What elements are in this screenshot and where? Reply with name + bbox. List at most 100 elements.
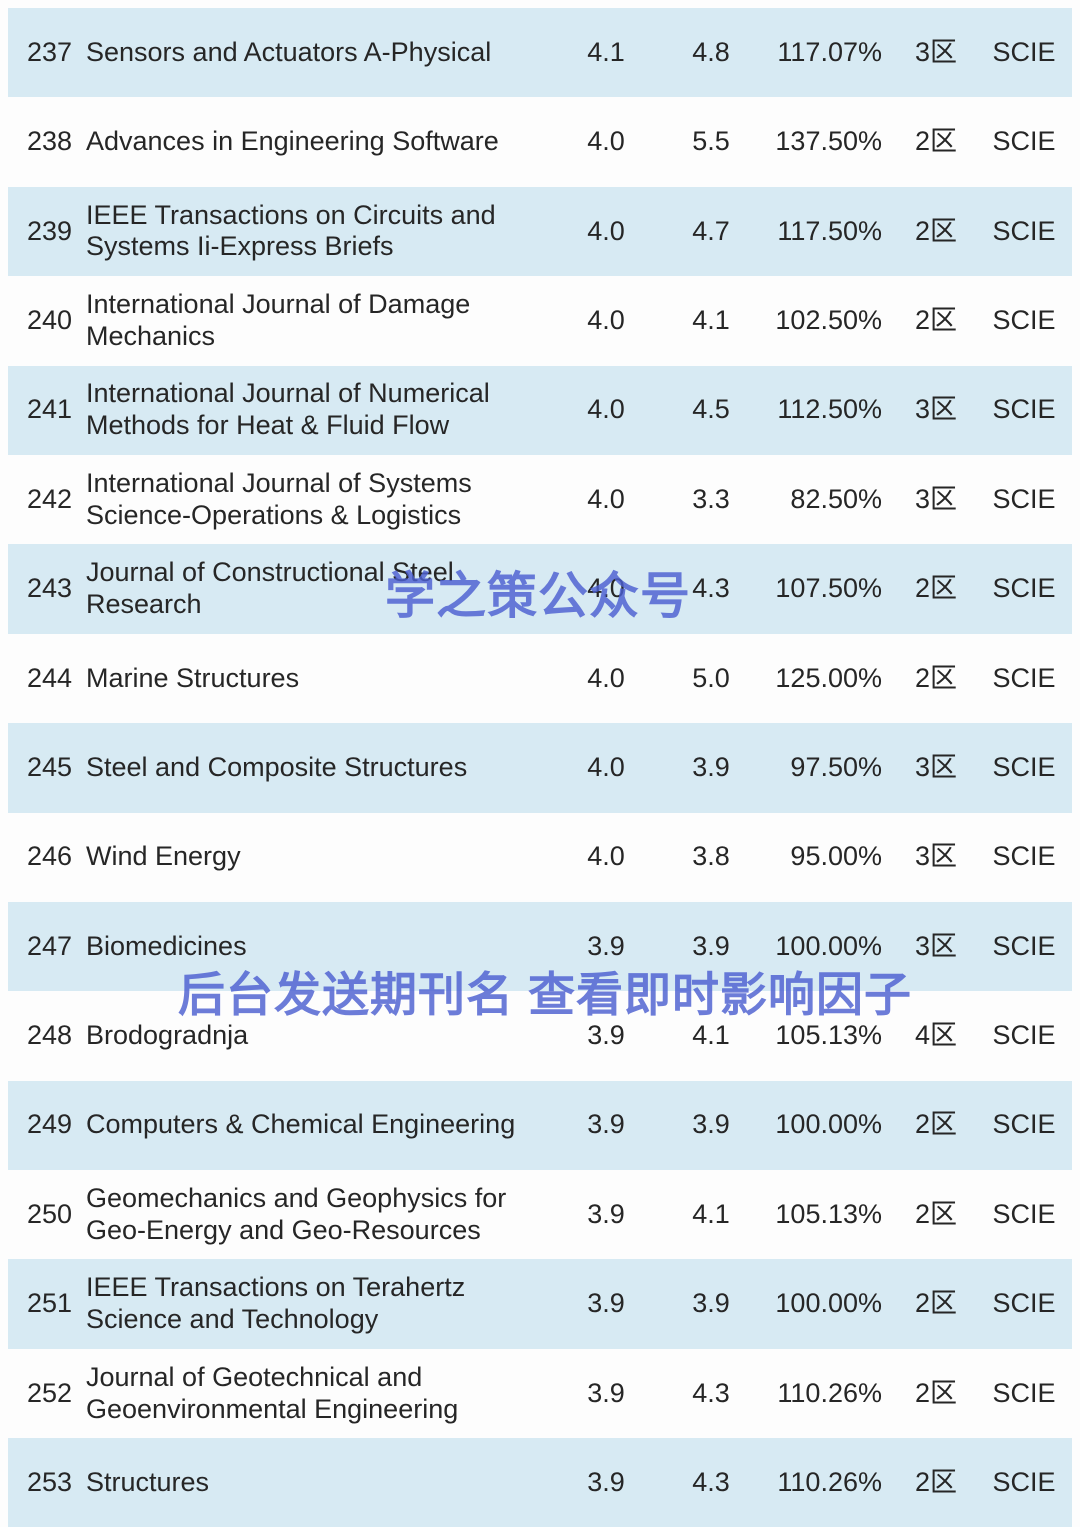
index-type-cell: SCIE: [976, 365, 1072, 455]
index-type-cell: SCIE: [992, 1198, 1056, 1229]
rank-cell: 251: [8, 1259, 86, 1349]
impact-factor-cell: 4.0: [587, 841, 625, 872]
cas-zone-cell: 3区: [896, 723, 976, 813]
journal-name-cell: Brodogradnja: [86, 1020, 249, 1051]
impact-factor-new-cell: 4.3: [656, 544, 766, 634]
impact-factor-new-cell: 4.5: [656, 365, 766, 455]
cas-zone-cell: 3区: [896, 8, 976, 98]
impact-factor-cell: 4.0: [556, 365, 656, 455]
journal-table-body: 237 Sensors and Actuators A-Physical 4.1…: [8, 8, 1072, 1527]
impact-factor-new-cell: 4.7: [656, 186, 766, 277]
impact-factor-cell: 3.9: [587, 1198, 625, 1229]
percent-change-cell: 100.00%: [766, 1080, 896, 1171]
impact-factor-new-cell: 5.5: [692, 126, 730, 157]
impact-factor-new-cell: 3.9: [656, 723, 766, 813]
percent-change-cell: 95.00%: [790, 841, 882, 872]
impact-factor-cell: 3.9: [556, 1259, 656, 1349]
rank-cell: 247: [8, 901, 86, 992]
table-row: 241 International Journal of Numerical M…: [8, 365, 1072, 455]
journal-name-cell: Geomechanics and Geophysics for Geo-Ener…: [86, 1182, 507, 1245]
journal-name-cell: IEEE Transactions on Circuits and System…: [86, 186, 556, 277]
percent-change-cell: 100.00%: [766, 1259, 896, 1349]
index-type-cell: SCIE: [976, 186, 1072, 277]
percent-change-cell: 110.26%: [766, 1438, 896, 1527]
index-type-cell: SCIE: [976, 1080, 1072, 1171]
index-type-cell: SCIE: [992, 1377, 1056, 1408]
rank-cell: 245: [8, 723, 86, 813]
rank-cell: 246: [27, 841, 73, 872]
percent-change-cell: 110.26%: [777, 1377, 882, 1408]
impact-factor-new-cell: 5.0: [692, 662, 730, 693]
rank-cell: 241: [8, 365, 86, 455]
percent-change-cell: 117.07%: [766, 8, 896, 98]
rank-cell: 252: [27, 1377, 73, 1408]
rank-cell: 240: [27, 304, 73, 335]
impact-factor-cell: 4.0: [587, 483, 625, 514]
table-row: 242 International Journal of Systems Sci…: [8, 455, 1072, 544]
journal-name-cell: Wind Energy: [86, 841, 241, 872]
impact-factor-cell: 3.9: [587, 1377, 625, 1408]
impact-factor-cell: 4.0: [587, 304, 625, 335]
rank-cell: 237: [8, 8, 86, 98]
journal-name-cell: Biomedicines: [86, 901, 556, 992]
cas-zone-cell: 3区: [914, 841, 958, 872]
percent-change-cell: 105.13%: [775, 1020, 882, 1051]
rank-cell: 248: [27, 1020, 73, 1051]
impact-factor-cell: 4.0: [556, 186, 656, 277]
percent-change-cell: 125.00%: [775, 662, 882, 693]
impact-factor-cell: 3.9: [556, 901, 656, 992]
cas-zone-cell: 2区: [896, 1438, 976, 1527]
table-row: 247 Biomedicines 3.9 3.9 100.00% 3区 SCIE: [8, 901, 1072, 992]
impact-factor-new-cell: 4.1: [692, 1020, 730, 1051]
impact-factor-new-cell: 4.8: [656, 8, 766, 98]
cas-zone-cell: 3区: [914, 483, 958, 514]
impact-factor-cell: 4.0: [556, 723, 656, 813]
impact-factor-new-cell: 4.3: [656, 1438, 766, 1527]
table-row: 239 IEEE Transactions on Circuits and Sy…: [8, 186, 1072, 277]
rank-cell: 243: [8, 544, 86, 634]
percent-change-cell: 107.50%: [766, 544, 896, 634]
index-type-cell: SCIE: [976, 544, 1072, 634]
journal-name-cell: International Journal of Numerical Metho…: [86, 365, 556, 455]
impact-factor-cell: 3.9: [556, 1438, 656, 1527]
journal-name-cell: International Journal of Damage Mechanic…: [86, 289, 471, 351]
table-row: 253 Structures 3.9 4.3 110.26% 2区 SCIE: [8, 1438, 1072, 1527]
table-row: 246 Wind Energy 4.0 3.8 95.00% 3区 SCIE: [8, 813, 1072, 902]
rank-cell: 250: [27, 1198, 73, 1229]
impact-factor-cell: 4.1: [556, 8, 656, 98]
table-row: 252 Journal of Geotechnical and Geoenvir…: [8, 1349, 1072, 1438]
table-row: 245 Steel and Composite Structures 4.0 3…: [8, 723, 1072, 813]
cas-zone-cell: 2区: [914, 126, 958, 157]
percent-change-cell: 97.50%: [766, 723, 896, 813]
journal-name-cell: Marine Structures: [86, 662, 300, 693]
table-row: 249 Computers & Chemical Engineering 3.9…: [8, 1080, 1072, 1171]
percent-change-cell: 82.50%: [790, 483, 882, 514]
impact-factor-cell: 4.0: [587, 126, 625, 157]
index-type-cell: SCIE: [976, 8, 1072, 98]
index-type-cell: SCIE: [992, 841, 1056, 872]
cas-zone-cell: 2区: [914, 1377, 958, 1408]
cas-zone-cell: 2区: [914, 1198, 958, 1229]
cas-zone-cell: 2区: [896, 1080, 976, 1171]
cas-zone-cell: 2区: [896, 186, 976, 277]
percent-change-cell: 137.50%: [775, 126, 882, 157]
index-type-cell: SCIE: [992, 483, 1056, 514]
impact-factor-new-cell: 3.9: [656, 901, 766, 992]
journal-name-cell: Journal of Geotechnical and Geoenvironme…: [86, 1361, 459, 1424]
rank-cell: 242: [27, 483, 73, 514]
table-row: 248 Brodogradnja 3.9 4.1 105.13% 4区 SCIE: [8, 991, 1072, 1080]
cas-zone-cell: 2区: [896, 1259, 976, 1349]
index-type-cell: SCIE: [976, 1259, 1072, 1349]
index-type-cell: SCIE: [992, 662, 1056, 693]
index-type-cell: SCIE: [976, 1438, 1072, 1527]
cas-zone-cell: 2区: [914, 662, 958, 693]
journal-name-cell: Computers & Chemical Engineering: [86, 1080, 556, 1171]
impact-factor-new-cell: 4.3: [692, 1377, 730, 1408]
journal-name-cell: Advances in Engineering Software: [86, 126, 499, 157]
rank-cell: 253: [8, 1438, 86, 1527]
rank-cell: 238: [27, 126, 73, 157]
index-type-cell: SCIE: [992, 1020, 1056, 1051]
impact-factor-cell: 4.0: [587, 662, 625, 693]
journal-name-cell: Sensors and Actuators A-Physical: [86, 8, 556, 98]
